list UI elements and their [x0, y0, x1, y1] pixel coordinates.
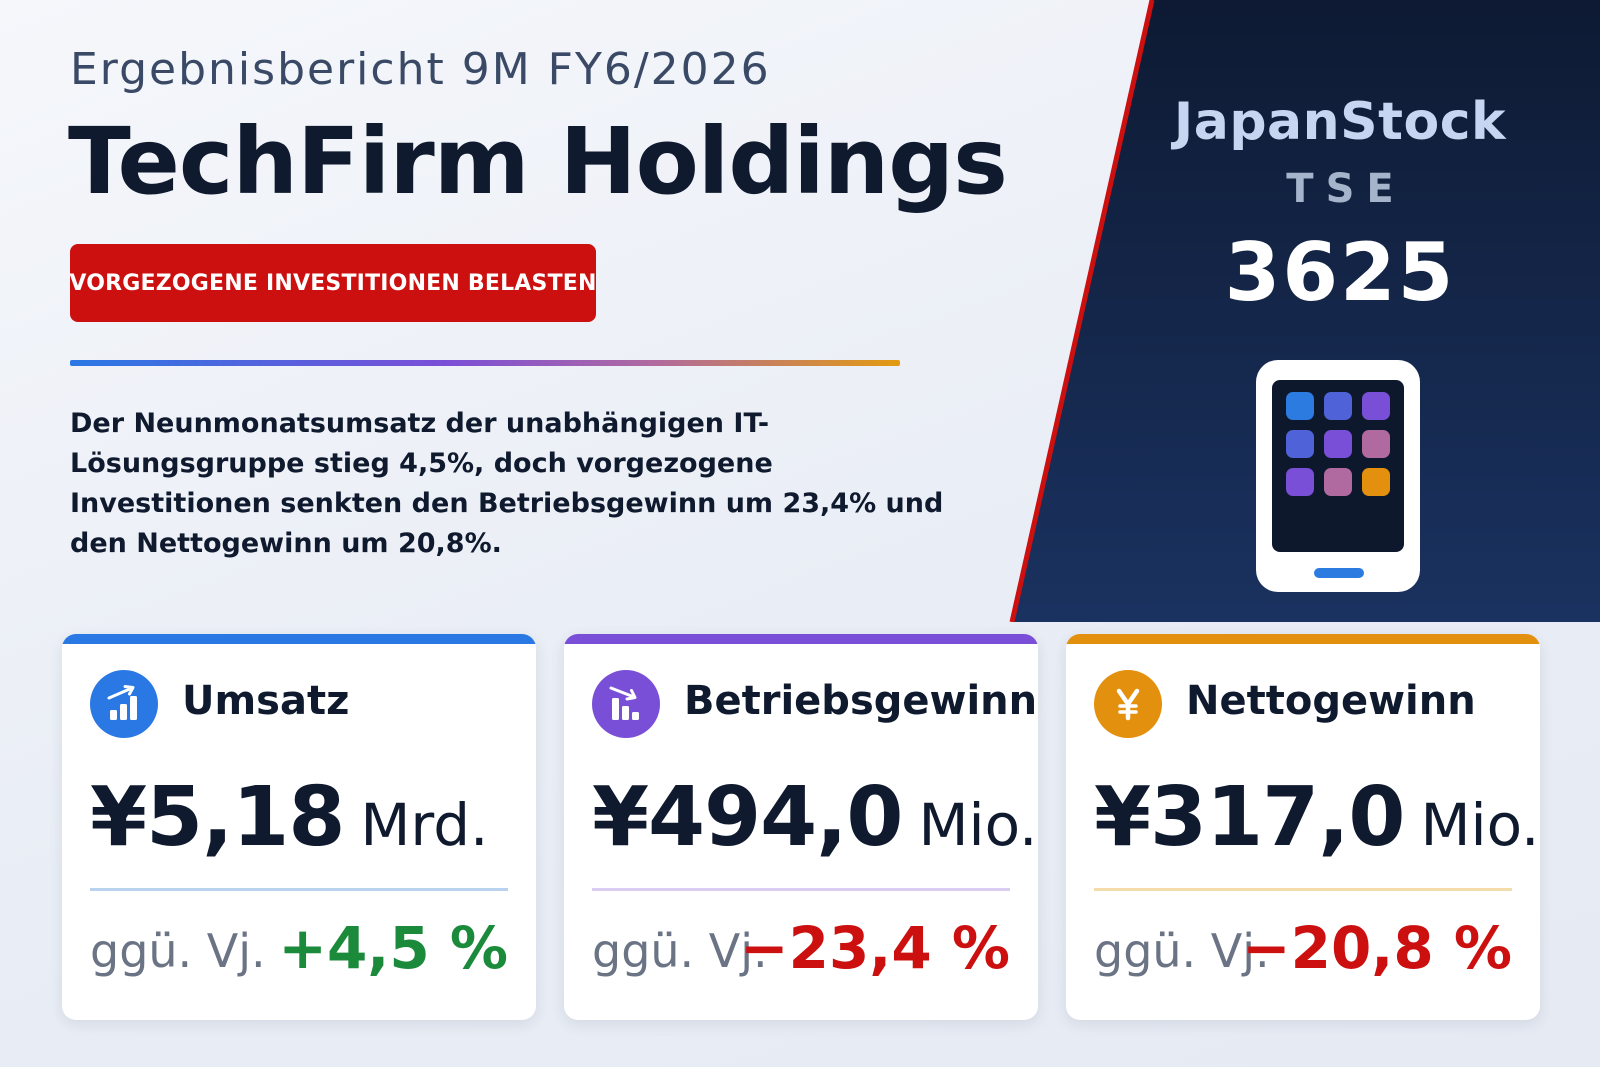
card-accent-bar — [564, 634, 1038, 644]
panel-background — [1009, 0, 1600, 622]
summary-text: Der Neunmonatsumsatz der unabhängigen IT… — [70, 408, 944, 559]
app-tile-icon — [1324, 468, 1352, 496]
report-eyebrow: Ergebnisbericht 9M FY6/2026 — [70, 44, 771, 95]
kpi-label: Umsatz — [182, 678, 350, 724]
app-tile-icon — [1324, 430, 1352, 458]
change-percent: +4,5 % — [278, 914, 508, 982]
yen-icon — [1094, 670, 1162, 738]
app-tile-icon — [1286, 392, 1314, 420]
brand-panel: JapanStock TSE 3625 — [1009, 0, 1600, 622]
kpi-card-revenue: Umsatz ¥5,18 Mrd. ggü. Vj. +4,5 % — [62, 634, 536, 1020]
kpi-value: ¥5,18 Mrd. — [90, 770, 489, 865]
compare-label: ggü. Vj. — [592, 924, 768, 978]
card-divider — [1094, 888, 1512, 891]
kpi-value: ¥317,0 Mio. — [1094, 770, 1540, 865]
brand-block: JapanStock TSE 3625 — [1140, 92, 1540, 319]
tablet-icon — [1256, 360, 1420, 592]
app-tile-icon — [1286, 430, 1314, 458]
bar-chart-down-icon — [592, 670, 660, 738]
kpi-amount: ¥494,0 — [592, 770, 903, 865]
ticker-code: 3625 — [1224, 226, 1456, 319]
kpi-card-operating-profit: Betriebsgewinn ¥494,0 Mio. ggü. Vj. −23,… — [564, 634, 1038, 1020]
kpi-value: ¥494,0 Mio. — [592, 770, 1038, 865]
app-tile-icon — [1324, 392, 1352, 420]
app-tile-icon — [1362, 430, 1390, 458]
app-tile-icon — [1362, 468, 1390, 496]
exchange-label: TSE — [1286, 166, 1406, 212]
card-accent-bar — [1066, 634, 1540, 644]
change-percent: −23,4 % — [739, 914, 1010, 982]
brand-name: JapanStock — [1173, 92, 1507, 152]
app-tile-icon — [1286, 468, 1314, 496]
kpi-unit: Mio. — [918, 791, 1038, 859]
card-accent-bar — [62, 634, 536, 644]
card-divider — [90, 888, 508, 891]
tablet-screen — [1272, 380, 1404, 552]
kpi-label: Nettogewinn — [1186, 678, 1476, 724]
kpi-unit: Mrd. — [360, 791, 489, 859]
kpi-amount: ¥5,18 — [90, 770, 345, 865]
kpi-amount: ¥317,0 — [1094, 770, 1405, 865]
compare-label: ggü. Vj. — [90, 924, 266, 978]
kpi-unit: Mio. — [1420, 791, 1540, 859]
kpi-card-net-profit: Nettogewinn ¥317,0 Mio. ggü. Vj. −20,8 % — [1066, 634, 1540, 1020]
kpi-label: Betriebsgewinn — [684, 678, 1038, 724]
company-title: TechFirm Holdings — [68, 108, 1008, 215]
bar-chart-up-icon — [90, 670, 158, 738]
headline-badge: VORGEZOGENE INVESTITIONEN BELASTEN — [69, 244, 596, 322]
home-button — [1314, 568, 1364, 578]
change-percent: −20,8 % — [1241, 914, 1512, 982]
compare-label: ggü. Vj. — [1094, 924, 1270, 978]
gradient-divider — [70, 360, 900, 366]
card-divider — [592, 888, 1010, 891]
app-tile-icon — [1362, 392, 1390, 420]
